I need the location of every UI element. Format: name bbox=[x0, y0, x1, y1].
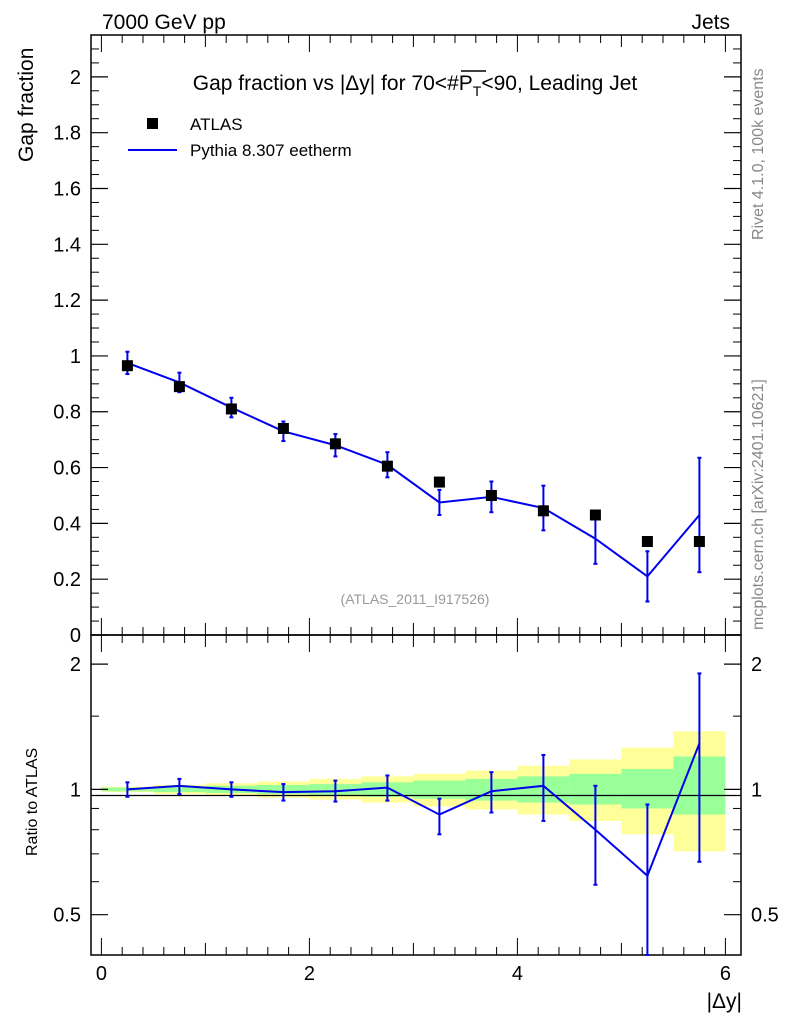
analysis-watermark: (ATLAS_2011_I917526) bbox=[341, 591, 490, 607]
ratio-band-inner bbox=[621, 768, 674, 809]
main-ylabel: Gap fraction bbox=[15, 48, 38, 162]
header-right: Jets bbox=[691, 11, 730, 34]
main-panel: Gap fraction vs |Δy| for 70<#PT<90, Lead… bbox=[53, 34, 742, 647]
main-ytick-label: 1.2 bbox=[53, 290, 81, 312]
atlas-data-point bbox=[537, 505, 549, 517]
main-ytick-label: 0.8 bbox=[53, 402, 81, 424]
legend: ATLAS Pythia 8.307 eetherm bbox=[128, 115, 352, 160]
main-ytick-label: 0 bbox=[70, 625, 81, 647]
main-ytick-label: 0.4 bbox=[53, 513, 81, 535]
title-suffix: <90, Leading Jet bbox=[481, 72, 637, 95]
main-ytick-label: 1.8 bbox=[53, 123, 81, 145]
legend-marker-atlas bbox=[147, 118, 158, 129]
ratio-bands bbox=[101, 731, 726, 852]
ratio-ytick-label-right: 2 bbox=[751, 654, 762, 676]
main-ytick-label: 1.4 bbox=[53, 234, 81, 256]
ratio-xtick-label: 6 bbox=[720, 963, 731, 985]
atlas-data-point bbox=[589, 509, 601, 521]
ratio-ytick-label: 2 bbox=[70, 654, 81, 676]
main-ytick-label: 0.6 bbox=[53, 458, 81, 480]
mcplots-label: mcplots.cern.ch [arXiv:2401.10621] bbox=[750, 379, 767, 630]
ratio-ytick-label-right: 1 bbox=[751, 779, 762, 801]
atlas-data-point bbox=[433, 476, 445, 488]
main-ytick-label: 0.2 bbox=[53, 569, 81, 591]
atlas-data-point bbox=[381, 460, 393, 472]
atlas-data-point bbox=[225, 403, 237, 415]
ratio-frame bbox=[90, 634, 742, 956]
ratio-xtick-label: 4 bbox=[512, 963, 523, 985]
ratio-panel: 0 2 4 6 0.5 0.5 1 1 2 2 bbox=[53, 634, 779, 985]
legend-label-pythia: Pythia 8.307 eetherm bbox=[190, 141, 352, 160]
ratio-xtick-label: 2 bbox=[304, 963, 315, 985]
atlas-data-point bbox=[277, 422, 289, 434]
ratio-ylabel: Ratio to ATLAS bbox=[24, 748, 41, 856]
legend-label-atlas: ATLAS bbox=[190, 115, 243, 134]
ratio-ytick-label: 1 bbox=[70, 779, 81, 801]
ratio-band-inner bbox=[413, 780, 466, 799]
x-axis-title: |Δy| bbox=[707, 990, 742, 1013]
title-subscript: T bbox=[473, 83, 482, 99]
ratio-mc-line bbox=[127, 743, 701, 878]
rivet-label: Rivet 4.1.0, 100k events bbox=[750, 68, 767, 240]
main-ytick-label: 2 bbox=[70, 67, 81, 89]
ratio-xtick-label: 0 bbox=[96, 963, 107, 985]
mc-line bbox=[127, 361, 701, 578]
main-ytick-label: 1.6 bbox=[53, 178, 81, 200]
ratio-ytick-label: 0.5 bbox=[53, 905, 81, 927]
main-ytick-label: 1 bbox=[70, 346, 81, 368]
title-prefix: Gap fraction vs |Δy| for 70<# bbox=[193, 72, 459, 95]
atlas-data-point bbox=[641, 536, 653, 548]
plot-title: Gap fraction vs |Δy| for 70<#PT<90, Lead… bbox=[193, 72, 638, 99]
ratio-ytick-label-right: 0.5 bbox=[751, 905, 779, 927]
atlas-data-point bbox=[329, 438, 341, 450]
title-overbar-symbol: P bbox=[459, 72, 473, 95]
atlas-data-point bbox=[693, 536, 705, 548]
atlas-data-point bbox=[173, 381, 185, 393]
header-left: 7000 GeV pp bbox=[102, 11, 226, 34]
atlas-data-point bbox=[485, 489, 497, 501]
atlas-data-point bbox=[121, 360, 133, 372]
